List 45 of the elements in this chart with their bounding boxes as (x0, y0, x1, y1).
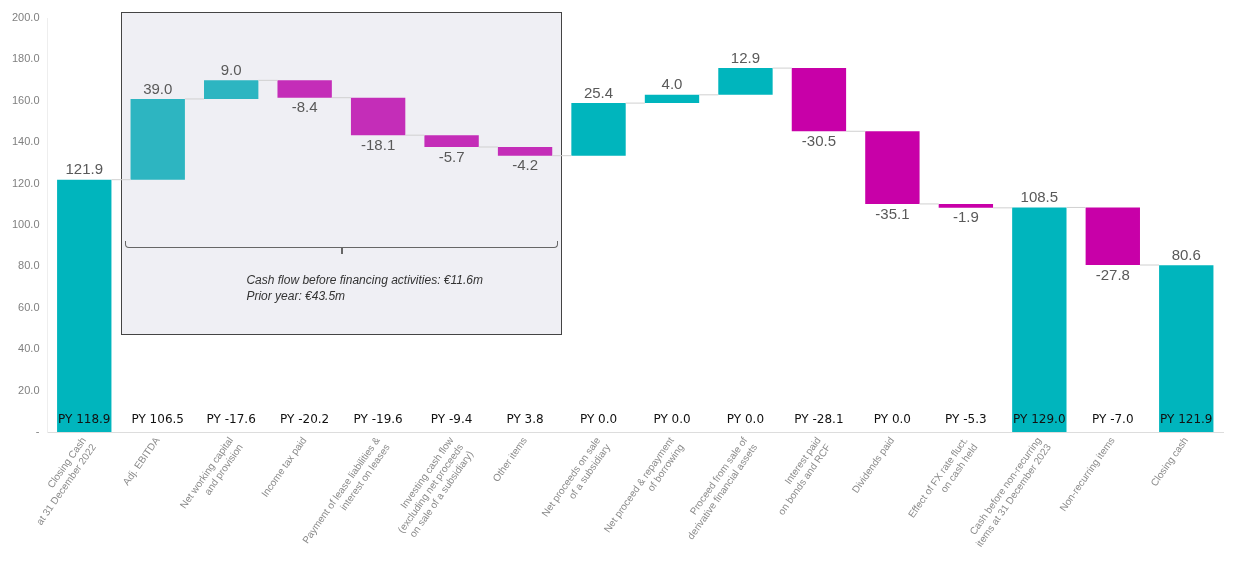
data-label: -5.7 (438, 147, 465, 165)
annotation: PY -17.6 (206, 412, 256, 427)
annotation: PY 121.9 (1160, 412, 1213, 427)
annotation: PY 0.0 (726, 412, 765, 427)
data-label: 121.9 (65, 160, 104, 178)
data-label: 39.0 (143, 79, 173, 97)
annotation: PY -5.3 (945, 412, 987, 427)
y-tick-label: 120.0 (12, 176, 40, 189)
data-label: -30.5 (801, 131, 837, 149)
y-tick-label: 160.0 (12, 93, 40, 106)
y-tick-label: 80.0 (18, 259, 40, 272)
annotation: PY -28.1 (794, 412, 844, 427)
annotation: PY 106.5 (131, 412, 184, 427)
data-label: -27.8 (1095, 265, 1130, 283)
y-tick-label: 180.0 (12, 52, 40, 65)
annotation: PY 0.0 (653, 412, 691, 427)
data-label: 12.9 (730, 48, 761, 66)
annotation: PY -7.0 (1092, 412, 1134, 427)
y-tick-label: 200.0 (12, 11, 40, 24)
data-label: -35.1 (875, 204, 910, 222)
data-label: 9.0 (220, 60, 242, 78)
data-label: -1.9 (952, 208, 979, 226)
data-label: 80.6 (1171, 245, 1201, 263)
annotation: Cash flow before financing activities: €11.6m (246, 273, 483, 288)
annotation: PY 0.0 (873, 412, 911, 427)
annotation: PY 118.9 (58, 412, 111, 427)
annotation: PY 129.0 (1013, 412, 1066, 427)
y-tick-label: - (35, 425, 40, 438)
data-label: -18.1 (361, 135, 396, 153)
data-label: -4.2 (512, 156, 538, 174)
annotation: PY 3.8 (506, 412, 544, 427)
data-label: 4.0 (661, 75, 683, 93)
y-tick-label: 40.0 (18, 342, 40, 355)
annotation: PY 0.0 (579, 412, 618, 427)
data-label: 25.4 (583, 83, 614, 101)
data-label: 108.5 (1020, 188, 1059, 206)
annotation: PY -20.2 (280, 412, 330, 427)
y-tick-label: 60.0 (18, 300, 40, 313)
y-tick-label: 100.0 (12, 218, 40, 231)
annotation: PY -9.4 (430, 412, 473, 427)
annotation: PY -19.6 (353, 412, 403, 427)
data-label: -8.4 (291, 98, 318, 116)
y-tick-label: 140.0 (12, 135, 40, 148)
y-tick-label: 20.0 (18, 383, 40, 396)
annotation: Prior year: €43.5m (246, 289, 346, 304)
